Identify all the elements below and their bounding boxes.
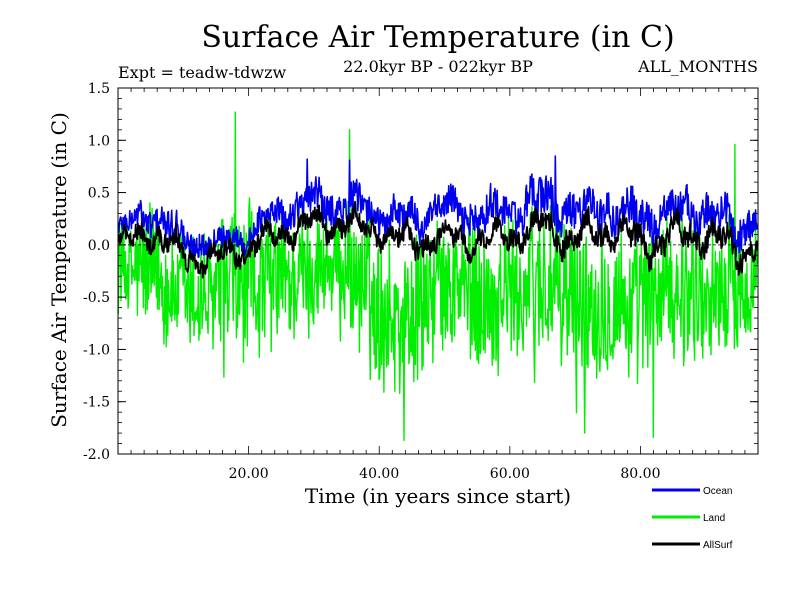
y-tick-label: 1.5 bbox=[88, 81, 110, 97]
series-line-land bbox=[117, 111, 759, 442]
chart-subtitle: 22.0kyr BP - 022kyr BP bbox=[343, 57, 533, 76]
legend-label-allsurf: AllSurf bbox=[703, 540, 733, 551]
months-label: ALL_MONTHS bbox=[637, 57, 758, 76]
y-tick-label: -1.0 bbox=[83, 342, 110, 358]
y-tick-label: -0.5 bbox=[83, 290, 110, 306]
y-tick-label: -2.0 bbox=[83, 447, 110, 463]
x-tick-label: 20.00 bbox=[229, 466, 269, 482]
series-layer bbox=[117, 111, 759, 442]
legend: Ocean Land AllSurf bbox=[652, 486, 733, 551]
x-tick-label: 40.00 bbox=[359, 466, 399, 482]
legend-label-land: Land bbox=[703, 513, 725, 524]
experiment-label: Expt = teadw-tdwzw bbox=[118, 63, 287, 82]
series-line-ocean bbox=[117, 155, 759, 259]
y-tick-label: -1.5 bbox=[83, 395, 110, 411]
y-tick-label: 1.0 bbox=[88, 133, 110, 149]
y-tick-label: 0.5 bbox=[88, 186, 110, 202]
plot-frame bbox=[117, 87, 759, 455]
axis-layer: -2.0 -1.5 -1.0 -0.5 0.0 0.5 1.0 1.5 20.00 40.00 60… bbox=[83, 81, 759, 482]
x-tick-label: 60.00 bbox=[490, 466, 530, 482]
y-axis-label: Surface Air Temperature (in C) bbox=[47, 112, 71, 428]
legend-label-ocean: Ocean bbox=[703, 486, 732, 497]
y-tick-label: 0.0 bbox=[88, 238, 110, 254]
x-tick-label: 80.00 bbox=[620, 466, 660, 482]
chart-title: Surface Air Temperature (in C) bbox=[201, 20, 674, 55]
series-line-allsurf bbox=[117, 200, 759, 279]
x-axis-label: Time (in years since start) bbox=[305, 484, 571, 508]
